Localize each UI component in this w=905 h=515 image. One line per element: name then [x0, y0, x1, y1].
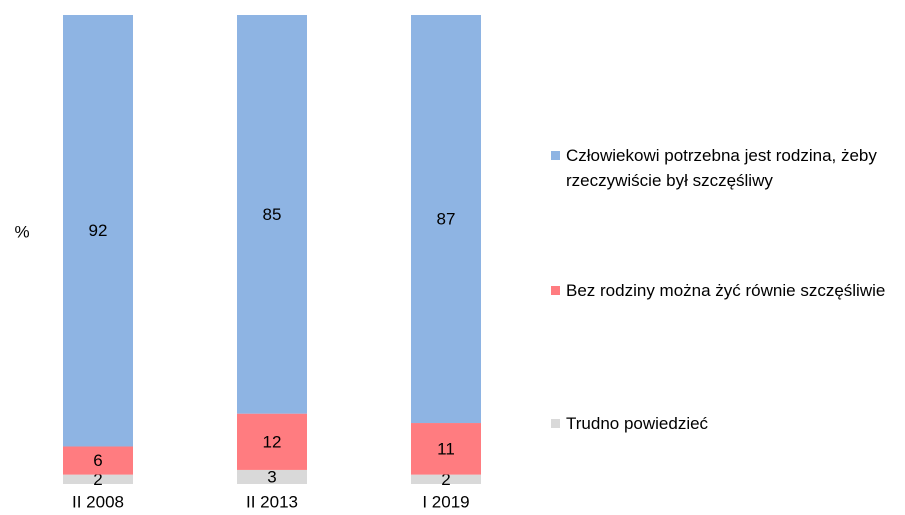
bar-segment [63, 474, 133, 484]
x-tick-label: I 2019 [422, 492, 469, 511]
value-label: 3 [267, 467, 276, 486]
legend-item: Trudno powiedzieć [551, 411, 905, 436]
y-axis-label: % [14, 222, 29, 241]
bar-segment [411, 474, 481, 484]
x-tick-label: II 2013 [246, 492, 298, 511]
legend-swatch [551, 286, 560, 295]
legend-label: Człowiekowi potrzebna jest rodzina, żeby… [566, 146, 877, 190]
value-label: 92 [89, 221, 108, 240]
legend-swatch [551, 419, 560, 428]
value-label: 85 [263, 205, 282, 224]
x-tick-label: II 2008 [72, 492, 124, 511]
legend-label: Trudno powiedzieć [566, 414, 709, 433]
legend-swatch [551, 151, 560, 160]
bar-segment [63, 15, 133, 447]
value-label: 11 [437, 439, 455, 458]
value-label: 12 [263, 432, 282, 451]
legend-item: Bez rodziny można żyć równie szczęśliwie [551, 278, 905, 303]
legend-label: Bez rodziny można żyć równie szczęśliwie [566, 281, 886, 300]
legend-item: Człowiekowi potrzebna jest rodzina, żeby… [551, 143, 905, 193]
bar-segment [411, 15, 481, 424]
bar-segment [237, 469, 307, 484]
value-label: 2 [441, 470, 450, 489]
bar-segment [237, 413, 307, 470]
bar-segment [63, 446, 133, 475]
value-label: 6 [93, 451, 102, 470]
bar-segment [237, 15, 307, 414]
value-label: 2 [93, 470, 102, 489]
bar-segment [411, 423, 481, 475]
value-label: 87 [437, 209, 456, 228]
